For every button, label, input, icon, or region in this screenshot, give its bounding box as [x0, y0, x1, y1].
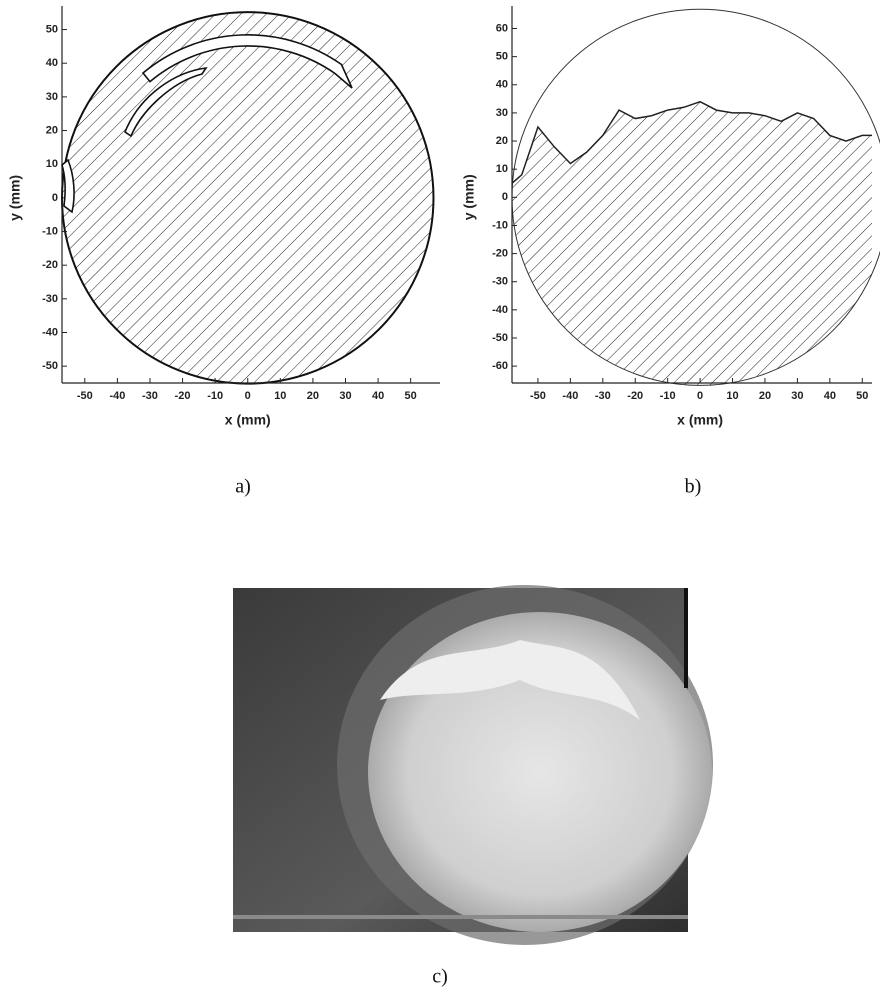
charts: -50 -40 -30 -20 -10 0 10 20 30 40 50 -50 -40 -30 -20 -1…	[7, 6, 880, 583]
y-tick-label: 10	[46, 158, 58, 170]
y-tick-label: 60	[496, 22, 508, 34]
x-tick-label: -30	[595, 390, 611, 402]
y-tick-label: -40	[492, 304, 508, 316]
x-tick-label: 50	[405, 390, 417, 402]
x-tick-label: 30	[339, 390, 351, 402]
x-tick-label: 0	[697, 390, 703, 402]
y-tick-label: -30	[42, 293, 58, 305]
y-tick-label: -10	[492, 219, 508, 231]
hatched-region	[62, 12, 433, 383]
y-tick-label: -20	[42, 259, 58, 271]
x-tick-label: -40	[562, 390, 578, 402]
y-axis-label: y (mm)	[461, 174, 477, 220]
x-tick-label: -50	[77, 390, 93, 402]
y-tick-label: -50	[42, 360, 58, 372]
x-tick-label: -10	[207, 390, 223, 402]
caption: c)	[432, 966, 448, 988]
x-tick-label: -20	[627, 390, 643, 402]
x-tick-label: -10	[660, 390, 676, 402]
x-tick-label: -50	[530, 390, 546, 402]
x-tick-label: 10	[274, 390, 286, 402]
y-axis-label: y (mm)	[7, 175, 23, 221]
y-tick-label: 40	[496, 79, 508, 91]
x-tick-label: 40	[824, 390, 836, 402]
y-tick-label: 30	[496, 107, 508, 119]
x-tick-label: 20	[307, 390, 319, 402]
y-tick-label: -20	[492, 247, 508, 259]
y-tick-label: 30	[46, 91, 58, 103]
y-tick-label: -50	[492, 332, 508, 344]
y-tick-label: -60	[492, 360, 508, 372]
y-tick-label: 40	[46, 57, 58, 69]
x-tick-label: -20	[175, 390, 191, 402]
x-axis-label: x (mm)	[677, 412, 723, 428]
x-tick-label: -30	[142, 390, 158, 402]
x-tick-label: 50	[856, 390, 868, 402]
caption: b)	[685, 476, 702, 498]
y-tick-label: 0	[502, 191, 508, 203]
x-tick-label: 30	[791, 390, 803, 402]
x-tick-label: -40	[109, 390, 125, 402]
x-axis-label: x (mm)	[225, 412, 271, 428]
y-tick-label: 50	[46, 23, 58, 35]
caption: a)	[235, 476, 251, 498]
y-tick-label: 10	[496, 163, 508, 175]
x-tick-label: 20	[759, 390, 771, 402]
x-tick-label: 0	[245, 390, 251, 402]
y-tick-label: 20	[46, 124, 58, 136]
y-tick-label: -40	[42, 326, 58, 338]
x-tick-label: 10	[726, 390, 738, 402]
y-tick-label: 50	[496, 51, 508, 63]
y-tick-label: 0	[52, 192, 58, 204]
hatched-region	[512, 102, 872, 583]
y-tick-label: -10	[42, 225, 58, 237]
figure: -50 -40 -30 -20 -10 0 10 20 30 40 50 -50 -40 -30 -20 -1…	[0, 0, 880, 994]
y-tick-label: -30	[492, 276, 508, 288]
y-tick-label: 20	[496, 135, 508, 147]
photo	[233, 585, 713, 945]
x-tick-label: 40	[372, 390, 384, 402]
